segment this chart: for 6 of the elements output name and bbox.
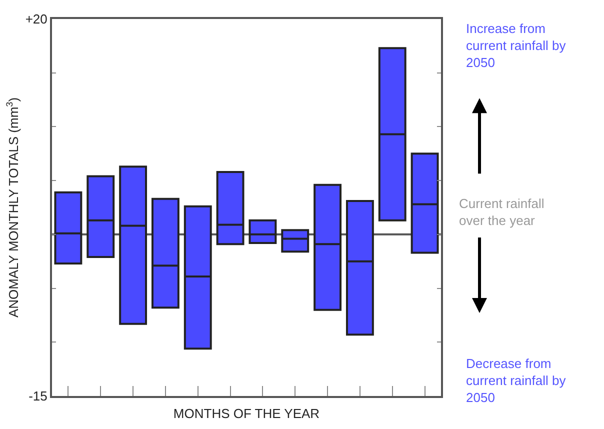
y-tick-label: -15 (28, 388, 48, 404)
x-axis-title: MONTHS OF THE YEAR (173, 406, 320, 422)
ref-line-label: Current rainfall over the year (459, 196, 544, 228)
y-tick-label: +20 (25, 12, 48, 27)
text: Increase from current rainfall by 2050 (466, 21, 566, 70)
text: Decrease from current rainfall by 2050 (466, 356, 566, 405)
